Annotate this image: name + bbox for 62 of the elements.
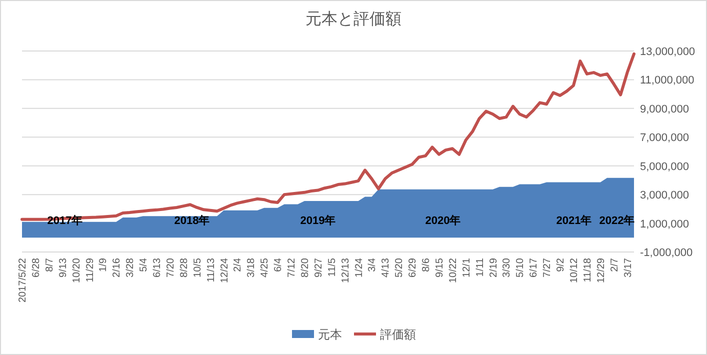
x-tick-label: 11/13 xyxy=(206,258,217,282)
annotation: 2021年 xyxy=(556,214,592,227)
y-tick-label: -1,000,000 xyxy=(640,247,693,259)
x-tick-label: 3/4 xyxy=(367,258,378,272)
x-tick-label: 2/16 xyxy=(112,258,123,278)
x-tick-label: 6/17 xyxy=(528,258,540,278)
x-tick-label: 7/12 xyxy=(286,258,298,278)
chart-title: 元本と評価額 xyxy=(306,10,402,28)
x-tick-label: 2017/5/22 xyxy=(18,258,28,302)
x-tick-label: 12/13 xyxy=(340,258,352,284)
x-tick-label: 9/15 xyxy=(434,258,446,278)
x-tick-label: 7/20 xyxy=(165,258,176,278)
x-tick-label: 11/18 xyxy=(582,258,594,282)
x-tick-label: 9/13 xyxy=(58,258,69,278)
x-tick-label: 12/24 xyxy=(219,258,230,284)
x-tick-label: 8/6 xyxy=(421,258,432,272)
x-tick-label: 6/13 xyxy=(152,258,164,278)
x-tick-label: 2/4 xyxy=(232,258,244,272)
x-tick-label: 4/13 xyxy=(380,258,392,278)
y-tick-label: 11,000,000 xyxy=(640,74,694,87)
annotation: 2018年 xyxy=(174,214,210,227)
x-tick-label: 5/10 xyxy=(515,258,526,278)
x-tick-label: 1/24 xyxy=(354,258,365,278)
x-tick-label: 5/4 xyxy=(138,258,150,272)
y-tick-label: 5,000,000 xyxy=(640,160,689,173)
y-tick-label: 9,000,000 xyxy=(640,103,689,116)
x-tick-label: 10/22 xyxy=(448,258,459,284)
x-tick-label: 6/4 xyxy=(273,258,284,272)
x-tick-label: 5/20 xyxy=(394,258,406,278)
x-tick-label: 10/5 xyxy=(192,258,204,278)
y-tick-label: 7,000,000 xyxy=(640,132,689,144)
x-tick-label: 10/20 xyxy=(71,258,82,284)
x-tick-label: 11/5 xyxy=(326,258,338,277)
x-tick-label: 4/25 xyxy=(260,258,271,278)
x-tick-label: 12/29 xyxy=(596,258,607,284)
x-tick-label: 1/11 xyxy=(474,258,486,277)
x-tick-label: 8/28 xyxy=(178,258,190,278)
x-tick-label: 11/29 xyxy=(84,258,96,282)
x-tick-label: 1/9 xyxy=(98,258,110,272)
annotation: 2017年 xyxy=(47,214,83,227)
x-tick-label: 8/7 xyxy=(44,258,56,272)
annotation: 2020年 xyxy=(425,214,461,227)
y-tick-label: 3,000,000 xyxy=(640,190,689,202)
legend-label: 評価額 xyxy=(380,328,416,342)
x-tick-label: 3/28 xyxy=(125,258,136,278)
x-tick-label: 8/20 xyxy=(300,258,311,278)
x-tick-label: 6/28 xyxy=(30,258,42,278)
x-tick-label: 12/1 xyxy=(461,258,472,278)
x-tick-label: 9/27 xyxy=(313,258,324,278)
x-tick-label: 3/18 xyxy=(246,258,258,278)
x-tick-label: 9/2 xyxy=(556,258,567,272)
x-tick-label: 2/7 xyxy=(609,258,620,272)
x-tick-label: 2/19 xyxy=(488,258,500,278)
legend-label: 元本 xyxy=(318,328,342,342)
y-tick-label: 1,000,000 xyxy=(640,218,689,230)
annotation: 2019年 xyxy=(300,214,336,227)
x-tick-label: 3/17 xyxy=(622,258,634,278)
x-tick-label: 10/12 xyxy=(568,258,580,284)
y-tick-label: 13,000,000 xyxy=(640,46,696,58)
x-tick-label: 3/30 xyxy=(502,258,513,278)
x-tick-label: 6/29 xyxy=(408,258,419,278)
x-tick-label: 7/27 xyxy=(542,258,554,278)
